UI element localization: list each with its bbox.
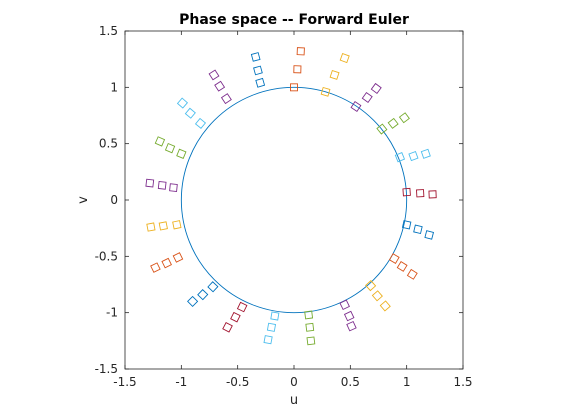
x-axis-title: u [290, 393, 298, 408]
x-tick-label: -1 [175, 375, 187, 389]
plot-area [125, 31, 463, 369]
y-tick-label: -0.5 [95, 249, 118, 263]
x-tick-label: 1.5 [453, 375, 472, 389]
y-tick-label: 0 [110, 193, 118, 207]
x-tick-label: 0 [290, 375, 298, 389]
x-tick-label: -1.5 [113, 375, 136, 389]
x-tick-label: 1 [403, 375, 411, 389]
y-axis-title: v [76, 196, 91, 204]
y-tick-label: 0.5 [99, 137, 118, 151]
x-tick-label: 0.5 [341, 375, 360, 389]
y-tick-label: -1 [106, 306, 118, 320]
chart-title: Phase space -- Forward Euler [179, 12, 409, 28]
y-tick-label: 1 [110, 80, 118, 94]
y-tick-label: -1.5 [95, 362, 118, 376]
y-tick-label: 1.5 [99, 24, 118, 38]
x-tick-label: -0.5 [226, 375, 249, 389]
